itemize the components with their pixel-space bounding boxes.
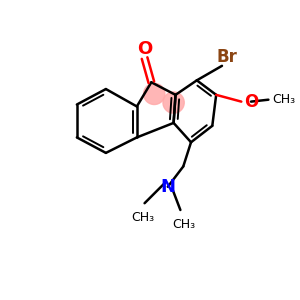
Circle shape	[163, 92, 184, 113]
Text: CH₃: CH₃	[272, 93, 296, 106]
Text: N: N	[160, 178, 175, 196]
Circle shape	[144, 83, 165, 104]
Text: CH₃: CH₃	[131, 211, 154, 224]
Text: O: O	[244, 93, 259, 111]
Text: CH₃: CH₃	[173, 218, 196, 231]
Text: Br: Br	[216, 48, 237, 66]
Text: O: O	[137, 40, 152, 58]
